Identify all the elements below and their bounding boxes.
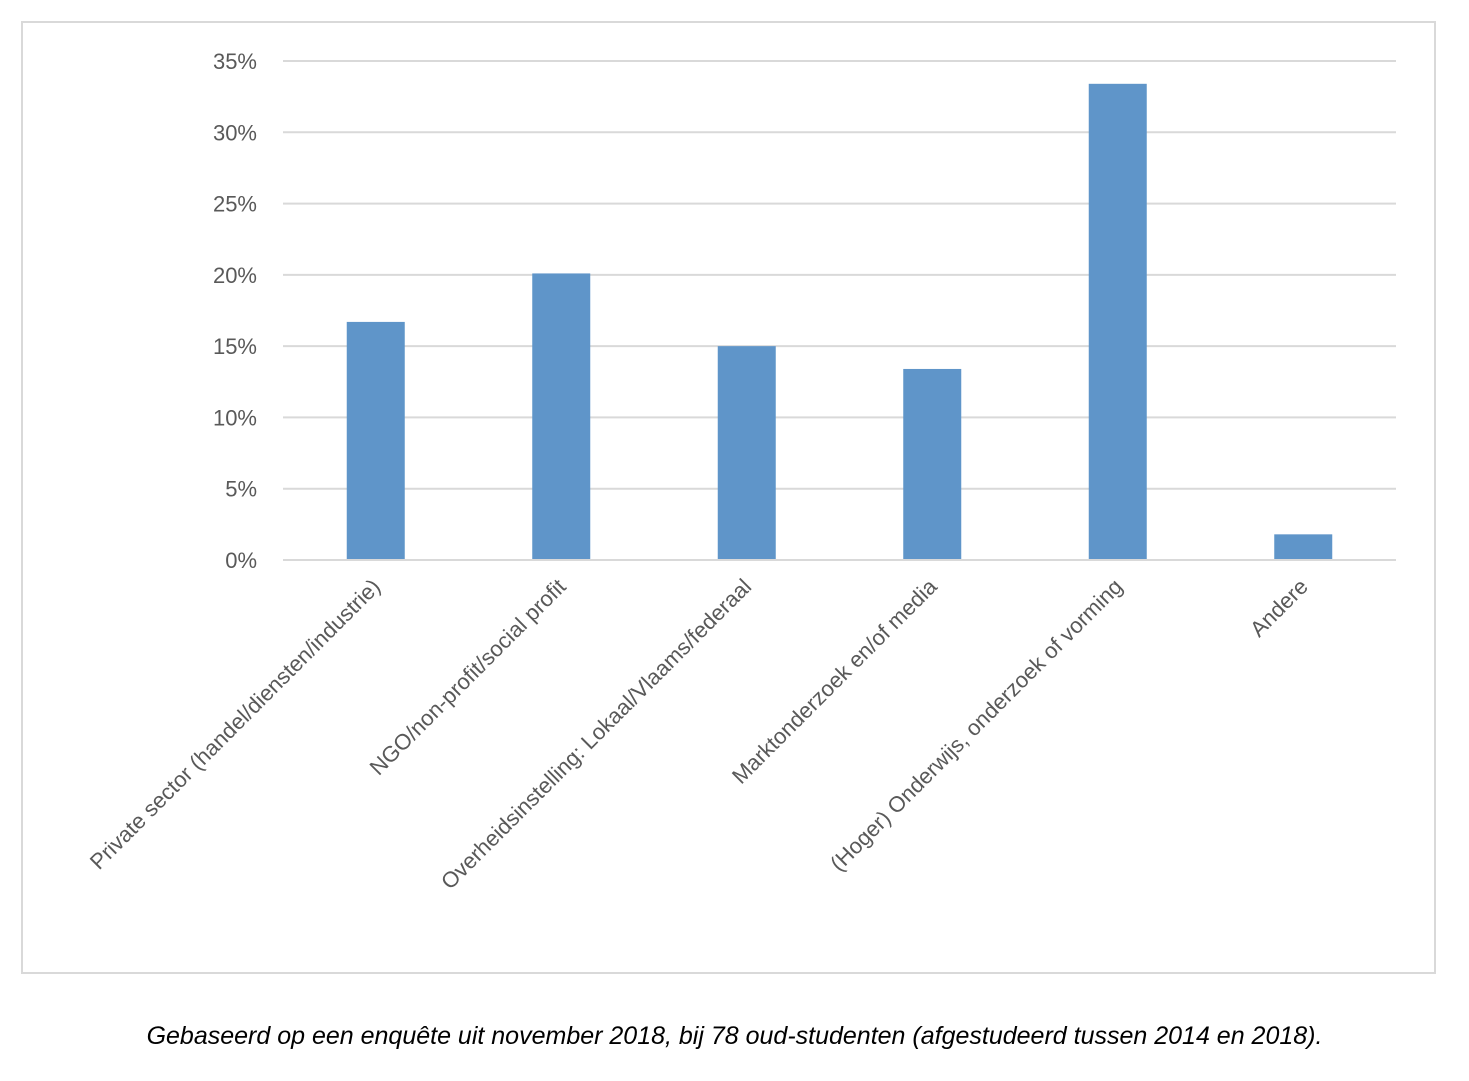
category-label: Overheidsinstelling: Lokaal/Vlaams/feder… — [436, 574, 756, 894]
bar — [1274, 534, 1333, 560]
y-tick-label: 15% — [213, 334, 257, 359]
bar — [903, 368, 962, 560]
y-tick-label: 5% — [225, 477, 257, 502]
y-tick-label: 35% — [213, 49, 257, 74]
y-tick-label: 25% — [213, 192, 257, 217]
bar — [1088, 83, 1147, 560]
category-label: (Hoger) Onderwijs, onderzoek of vorming — [825, 574, 1127, 876]
category-label: Marktonderzoek en/of media — [727, 573, 942, 788]
category-label: NGO/non-profit/social profit — [365, 574, 571, 780]
chart-caption: Gebaseerd op een enquête uit november 20… — [146, 1022, 1323, 1050]
bar — [532, 273, 591, 560]
y-tick-label: 30% — [213, 120, 257, 145]
y-tick-label: 0% — [225, 548, 257, 573]
y-tick-label: 10% — [213, 405, 257, 430]
bar — [346, 321, 405, 560]
bar-chart: 0% 5% 10% 15% 20% 25% 30% 35% Private sector (ha… — [85, 49, 1396, 894]
category-label: Andere — [1245, 574, 1313, 642]
y-tick-label: 20% — [213, 263, 257, 288]
bar — [717, 346, 776, 560]
category-label: Private sector (handel/diensten/industri… — [85, 574, 385, 874]
